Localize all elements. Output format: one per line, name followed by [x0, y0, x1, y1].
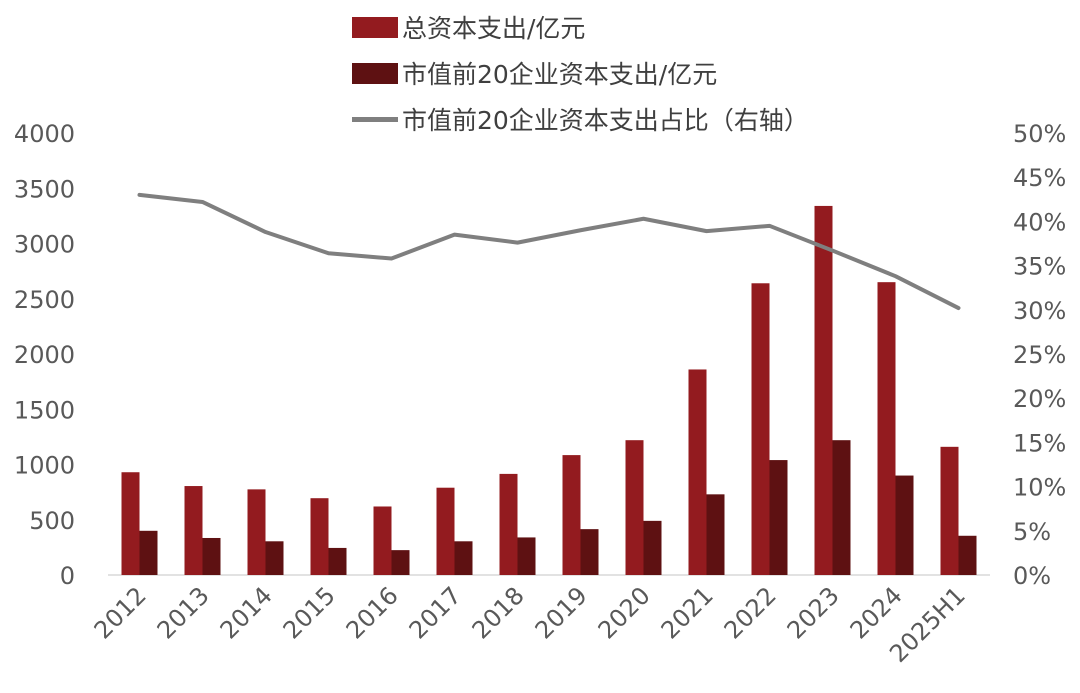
point-top20-share	[391, 258, 392, 260]
x-tick-label: 2014	[215, 581, 278, 644]
point-top20-share	[202, 201, 203, 203]
bar-total-capex	[562, 455, 581, 575]
point-top20-share	[832, 250, 833, 252]
bar-top20-capex	[643, 520, 662, 575]
bar-total-capex	[688, 369, 707, 575]
bar-total-capex	[499, 473, 518, 575]
legend-label-top20-capex: 市值前20企业资本支出/亿元	[402, 60, 718, 89]
point-top20-share	[706, 230, 707, 232]
y-left-tick-label: 500	[29, 507, 75, 535]
bar-top20-capex	[139, 530, 158, 575]
bar-total-capex	[373, 506, 392, 575]
x-tick-label: 2019	[530, 581, 593, 644]
bar-top20-capex	[895, 475, 914, 575]
legend-item-total-capex: 总资本支出/亿元	[352, 4, 809, 50]
x-tick-label: 2021	[656, 581, 719, 644]
bar-top20-capex	[391, 550, 410, 575]
bar-total-capex	[877, 282, 896, 575]
y-left-tick-label: 0	[60, 562, 75, 590]
y-right-tick-label: 5%	[1013, 518, 1051, 546]
x-tick-label: 2023	[782, 581, 845, 644]
x-tick-label: 2013	[152, 581, 215, 644]
y-left-tick-label: 4000	[14, 120, 75, 148]
legend-label-total-capex: 总资本支出/亿元	[402, 14, 586, 43]
y-left-tick-label: 2000	[14, 341, 75, 369]
y-right-tick-label: 10%	[1013, 474, 1066, 502]
point-top20-share	[517, 242, 518, 244]
bar-total-capex	[436, 487, 455, 575]
bar-top20-capex	[517, 537, 536, 575]
x-tick-label: 2022	[719, 581, 782, 644]
bar-total-capex	[184, 486, 203, 575]
y-left-tick-label: 1000	[14, 452, 75, 480]
y-left-tick-label: 3500	[14, 175, 75, 203]
y-right-tick-label: 50%	[1013, 120, 1066, 148]
bar-top20-capex	[265, 541, 284, 575]
bar-total-capex	[121, 472, 140, 575]
point-top20-share	[328, 252, 329, 254]
x-tick-label: 2017	[404, 581, 467, 644]
point-top20-share	[769, 225, 770, 227]
legend-line-top20-share	[352, 116, 398, 122]
y-right-tick-label: 40%	[1013, 208, 1066, 236]
bar-top20-capex	[202, 537, 221, 575]
bar-total-capex	[247, 489, 266, 575]
bar-top20-capex	[454, 541, 473, 575]
legend-item-top20-capex: 市值前20企业资本支出/亿元	[352, 50, 809, 96]
y-left-tick-label: 3000	[14, 231, 75, 259]
point-top20-share	[265, 231, 266, 233]
y-right-tick-label: 30%	[1013, 297, 1066, 325]
bar-total-capex	[625, 440, 644, 575]
point-top20-share	[580, 229, 581, 231]
y-left-tick-label: 1500	[14, 396, 75, 424]
x-tick-label: 2016	[341, 581, 404, 644]
bar-top20-capex	[328, 547, 347, 575]
point-top20-share	[958, 307, 959, 309]
y-left-tick-label: 2500	[14, 286, 75, 314]
x-tick-label: 2020	[593, 581, 656, 644]
y-right-tick-label: 25%	[1013, 341, 1066, 369]
bar-top20-capex	[580, 529, 599, 575]
bar-total-capex	[814, 205, 833, 575]
legend-swatch-total-capex	[352, 16, 398, 38]
y-right-tick-label: 45%	[1013, 164, 1066, 192]
legend-swatch-top20-capex	[352, 62, 398, 84]
point-top20-share	[895, 275, 896, 277]
bar-total-capex	[751, 283, 770, 575]
legend-label-top20-share: 市值前20企业资本支出占比（右轴）	[402, 106, 809, 135]
bar-top20-capex	[769, 460, 788, 575]
y-right-tick-label: 35%	[1013, 253, 1066, 281]
bar-top20-capex	[958, 535, 977, 575]
bar-top20-capex	[832, 440, 851, 575]
y-right-tick-label: 20%	[1013, 385, 1066, 413]
bar-top20-capex	[706, 494, 725, 575]
line-top20-share	[137, 192, 961, 311]
x-tick-label: 2015	[278, 581, 341, 644]
bar-total-capex	[310, 498, 329, 575]
legend-item-top20-share: 市值前20企业资本支出占比（右轴）	[352, 96, 809, 142]
point-top20-share	[643, 218, 644, 220]
x-tick-label: 2018	[467, 581, 530, 644]
chart-legend: 总资本支出/亿元 市值前20企业资本支出/亿元 市值前20企业资本支出占比（右轴…	[352, 4, 809, 142]
bar-total-capex	[940, 446, 959, 575]
x-tick-label: 2012	[89, 581, 152, 644]
y-right-tick-label: 0%	[1013, 562, 1051, 590]
y-right-tick-label: 15%	[1013, 429, 1066, 457]
point-top20-share	[454, 234, 455, 236]
point-top20-share	[139, 194, 140, 196]
